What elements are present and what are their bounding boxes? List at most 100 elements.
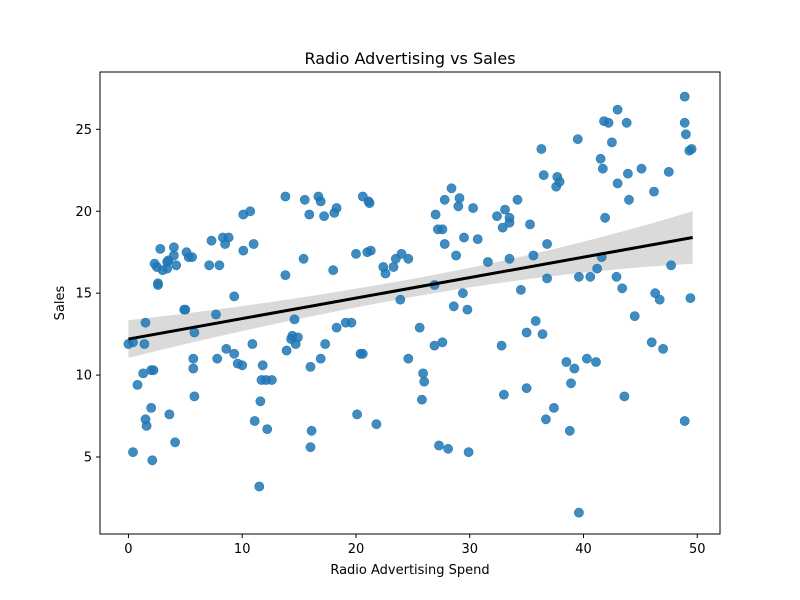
data-point <box>492 211 502 222</box>
data-point <box>141 420 152 431</box>
data-point <box>357 348 368 359</box>
data-point <box>679 117 690 128</box>
data-point <box>254 481 265 492</box>
data-point <box>574 271 584 282</box>
data-point <box>617 283 628 294</box>
data-point <box>434 440 444 451</box>
data-point <box>448 301 459 312</box>
x-tick-label: 10 <box>234 542 251 557</box>
data-point <box>525 219 535 230</box>
data-point <box>280 191 291 202</box>
data-point <box>315 196 326 207</box>
data-point <box>395 294 406 305</box>
data-point <box>649 186 659 197</box>
data-point <box>549 402 559 413</box>
data-point <box>482 257 493 267</box>
data-point <box>537 329 548 339</box>
data-point <box>403 353 414 364</box>
data-point <box>280 270 291 280</box>
data-point <box>504 217 515 228</box>
data-point <box>530 316 541 326</box>
data-point <box>612 104 623 115</box>
y-axis: 5 10 15 20 25 <box>75 123 100 466</box>
data-point <box>498 389 509 400</box>
data-point <box>607 137 617 148</box>
data-point <box>561 357 572 367</box>
data-point <box>679 416 690 426</box>
data-point <box>636 163 647 174</box>
data-point <box>298 253 309 264</box>
data-point <box>292 332 303 343</box>
x-tick-label: 20 <box>348 542 365 557</box>
data-point <box>171 260 182 271</box>
data-point <box>457 288 468 299</box>
data-point <box>365 245 376 256</box>
data-point <box>204 260 215 271</box>
data-point <box>315 353 326 364</box>
data-point <box>380 268 391 279</box>
data-point <box>592 263 602 274</box>
data-point <box>663 166 674 177</box>
data-point <box>221 343 232 354</box>
y-tick-label: 15 <box>75 287 92 302</box>
data-point <box>463 447 474 457</box>
data-point <box>170 437 180 448</box>
data-point <box>305 361 316 372</box>
data-point <box>564 425 575 436</box>
data-point <box>299 194 310 205</box>
data-point <box>319 211 329 222</box>
data-point <box>685 293 696 303</box>
x-tick-label: 40 <box>575 542 592 557</box>
data-point <box>462 304 473 315</box>
data-point <box>212 353 223 364</box>
data-point <box>658 343 668 354</box>
data-point <box>538 170 549 181</box>
y-tick-label: 20 <box>75 205 92 220</box>
data-point <box>528 250 539 261</box>
data-point <box>262 424 273 434</box>
data-point <box>155 243 166 254</box>
plot-area <box>123 91 697 518</box>
data-point <box>139 339 150 349</box>
data-point <box>229 291 240 302</box>
data-point <box>237 360 248 371</box>
data-point <box>249 416 260 426</box>
data-point <box>351 248 361 259</box>
data-point <box>439 194 450 205</box>
data-point <box>168 242 179 253</box>
data-point <box>443 443 453 454</box>
data-point <box>418 368 428 379</box>
data-point <box>439 239 450 249</box>
confidence-band <box>128 211 693 358</box>
data-point <box>472 234 483 244</box>
data-point <box>624 194 634 205</box>
data-point <box>328 265 339 276</box>
data-point <box>257 360 268 371</box>
data-point <box>437 337 448 348</box>
data-point <box>666 260 676 271</box>
data-point <box>255 396 266 407</box>
data-point <box>496 340 507 351</box>
data-point <box>516 284 526 295</box>
data-point <box>403 253 414 264</box>
data-point <box>437 224 448 235</box>
data-point <box>681 129 691 140</box>
data-point <box>600 212 610 223</box>
data-point <box>504 253 515 264</box>
data-point <box>542 239 552 249</box>
data-point <box>164 409 175 420</box>
data-point <box>206 235 217 246</box>
data-point <box>346 317 357 328</box>
data-point <box>595 153 606 164</box>
y-tick-label: 25 <box>75 123 92 138</box>
data-point <box>542 273 552 284</box>
data-point <box>646 337 657 348</box>
data-point <box>574 507 584 518</box>
data-point <box>281 345 292 356</box>
data-point <box>289 314 300 325</box>
data-point <box>229 348 240 359</box>
chart-title: Radio Advertising vs Sales <box>304 49 515 68</box>
x-tick-label: 50 <box>689 542 706 557</box>
data-point <box>430 209 441 220</box>
